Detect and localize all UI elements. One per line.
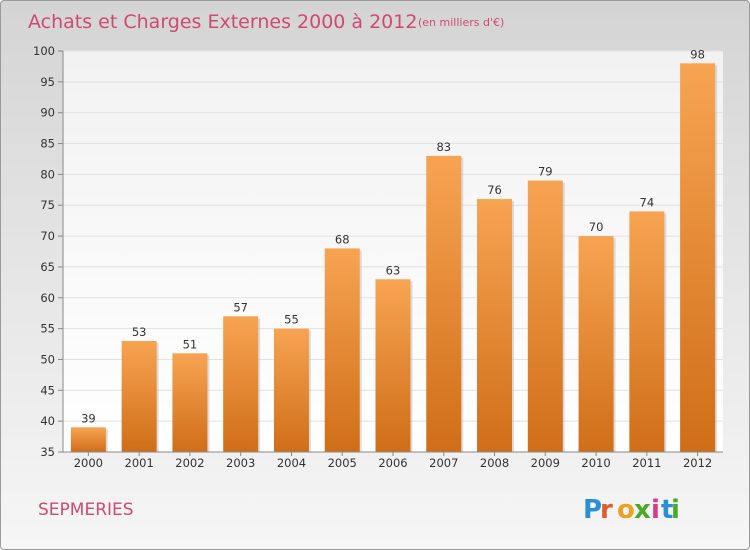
data-label: 63 [386,263,401,277]
bar-2008 [477,199,513,452]
bar-2004 [273,328,309,452]
x-tick-label: 2000 [74,456,103,470]
data-label: 83 [436,140,451,154]
data-label: 53 [132,325,147,339]
x-tick-label: 2003 [226,456,255,470]
x-tick-label: 2006 [378,456,407,470]
x-tick-label: 2011 [632,456,661,470]
bar-2000 [70,427,106,452]
x-tick-label: 2005 [328,456,357,470]
y-tick-label: 60 [40,291,55,305]
data-label: 70 [589,220,604,234]
logo-letter: x [634,495,651,525]
y-tick-label: 90 [40,106,55,120]
x-tick-label: 2010 [581,456,610,470]
y-tick-label: 95 [40,75,55,89]
logo-letter: i [671,495,680,525]
y-tick-label: 65 [40,260,55,274]
data-label: 68 [335,232,350,246]
y-tick-label: 80 [40,167,55,181]
data-label: 57 [233,300,248,314]
bar-2010 [578,236,614,452]
data-label: 79 [538,165,553,179]
bar-2005 [324,248,360,452]
logo-letter: r [600,495,613,525]
data-label: 55 [284,313,299,327]
logo-letter: t [661,495,673,525]
x-tick-label: 2007 [429,456,458,470]
chart-title: Achats et Charges Externes 2000 à 2012 [28,11,417,33]
data-label: 98 [690,47,705,61]
y-tick-label: 40 [40,414,55,428]
logo-letter: o [617,495,635,525]
proxiti-logo: Pr o x i ti [583,495,680,525]
bar-2009 [527,180,563,453]
bar-2011 [629,211,665,452]
x-tick-label: 2008 [480,456,509,470]
bar-2012 [680,63,716,452]
data-label: 76 [487,183,502,197]
bar-2006 [375,279,411,452]
bar-2007 [426,155,462,452]
y-tick-label: 45 [40,383,55,397]
data-label: 74 [640,195,655,209]
bar-2001 [121,340,157,452]
logo-letter: P [583,495,602,525]
x-tick-label: 2002 [175,456,204,470]
x-axis: 2000 2001 2002 2003 2004 2005 2006 2007 2008 2009… [63,451,723,470]
x-tick-label: 2012 [683,456,712,470]
bar-2003 [223,316,259,452]
y-tick-label: 55 [40,322,55,336]
data-label: 51 [183,337,198,351]
x-tick-label: 2001 [125,456,154,470]
y-tick-label: 35 [40,445,55,459]
y-tick-label: 70 [40,229,55,243]
bar-2002 [172,353,208,452]
y-axis: 35 40 45 50 55 60 65 70 75 80 85 90 95 100 [33,44,64,459]
y-tick-label: 75 [40,198,55,212]
chart-subtitle: (en milliers d'€) [418,16,504,29]
x-tick-label: 2004 [277,456,306,470]
bars: 39 53 51 57 55 68 63 83 76 79 70 74 98 [70,47,718,453]
data-label: 39 [81,411,96,425]
logo-letter: i [651,495,660,525]
y-tick-label: 100 [33,44,55,58]
commune-name: SEPMERIES [38,500,134,520]
x-tick-label: 2009 [531,456,560,470]
y-tick-label: 85 [40,137,55,151]
y-tick-label: 50 [40,352,55,366]
